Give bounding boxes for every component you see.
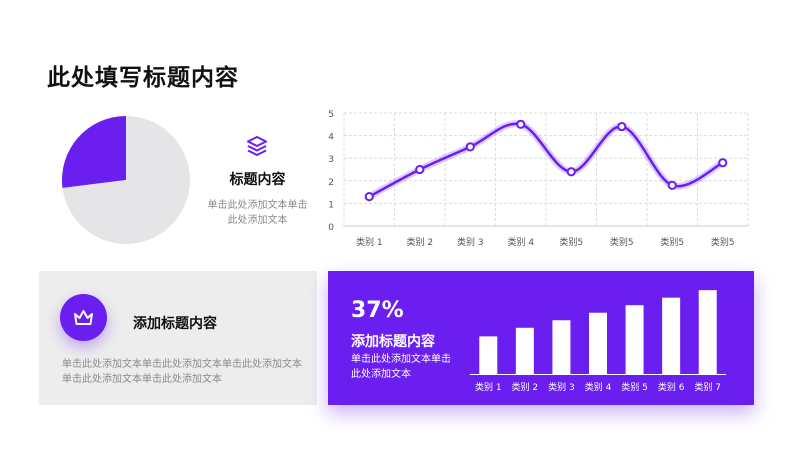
bar [698,290,717,374]
y-tick-label: 2 [328,178,334,188]
pie-slice-2 [62,116,191,244]
crown-icon [74,310,93,325]
y-tick-label: 4 [328,133,334,143]
layers-icon [246,135,268,161]
line-point [667,180,677,190]
middle-text: 单击此处添加文本单击此处添加文本 [207,200,308,226]
bar-category-label: 类别 3 [548,381,575,393]
line-point [566,167,576,177]
x-tick-label: 类别5 [559,236,583,248]
purple-card-heading: 添加标题内容 [351,334,435,350]
bar-category-label: 类别 4 [585,381,612,393]
crown-badge [60,294,107,341]
gray-card-heading: 添加标题内容 [133,316,217,332]
x-tick-label: 类别 3 [457,236,484,248]
page-title: 此处填写标题内容 [47,65,239,91]
middle-heading: 标题内容 [229,172,286,188]
bar [552,320,571,374]
y-tick-label: 1 [328,200,334,210]
line-point [364,192,374,202]
percent-value: 37% [351,298,404,323]
y-tick-label: 5 [328,110,334,120]
gray-card-text: 单击此处添加文本单击此处添加文本单击此处添加文本单击此处添加文本单击此处添加文本 [62,359,302,385]
y-tick-label: 0 [328,223,334,233]
pie-slice-1 [62,116,126,189]
bar [662,297,681,374]
line-point [718,158,728,168]
bar-category-label: 类别 2 [512,381,539,393]
line-point [516,119,526,129]
line-point [617,121,627,132]
x-tick-label: 类别 1 [356,236,383,248]
bar-chart: 类别 1 类别 2 类别 3 类别 4 类别 5 类别 6 类别 7 [470,290,726,393]
purple-card [328,271,754,405]
bar-category-label: 类别 7 [694,381,721,393]
line-point [415,164,425,175]
bar-category-label: 类别 6 [658,381,685,393]
x-tick-label: 类别 4 [507,236,534,248]
bar [589,312,607,374]
line-series [368,122,724,198]
bar [625,305,644,374]
bar-category-label: 类别 1 [475,381,502,393]
purple-card-text: 单击此处添加文本单击此处添加文本 [351,354,451,380]
pie-chart [62,116,191,244]
line-point [465,142,475,152]
y-tick-label: 3 [328,155,334,165]
bar [479,336,498,374]
bar-category-label: 类别 5 [621,381,648,393]
x-tick-label: 类别5 [711,236,735,248]
x-tick-label: 类别5 [610,236,634,248]
bar [515,327,534,374]
line-chart: 0 1 2 3 4 5 类别 1 类别 2 类别 3 类别 4 类别5 类别5 类别5 类别5 [328,110,749,248]
x-tick-label: 类别5 [660,236,684,248]
x-tick-label: 类别 2 [406,236,433,248]
